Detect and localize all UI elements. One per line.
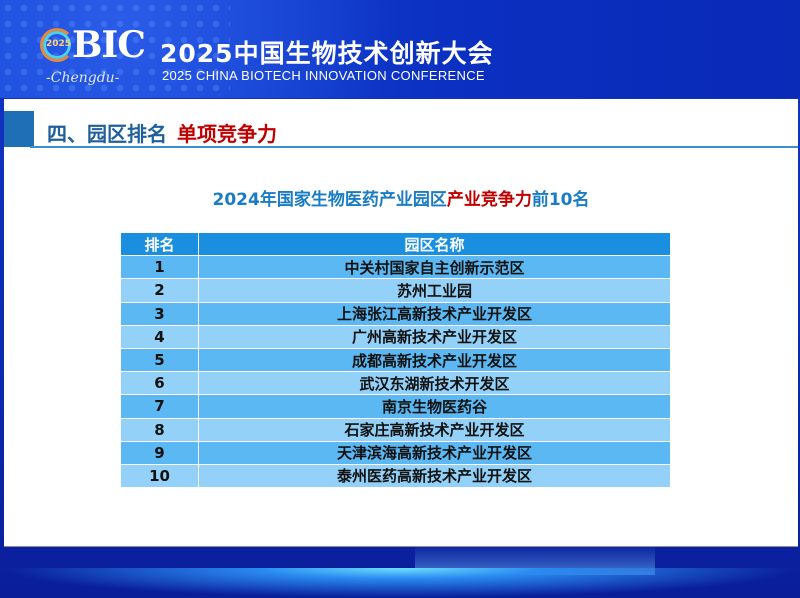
rank-cell: 3 [120,301,199,326]
table-row: 10 泰州医药高新技术产业开发区 [120,463,671,489]
park-name-cell: 石家庄高新技术产业开发区 [198,417,671,442]
conference-title-cn: 2025中国生物技术创新大会 [160,39,494,68]
ranking-table: 排名 园区名称 1 中关村国家自主创新示范区 2 苏州工业园 3 上海张江高新技术产业开发… [120,231,671,489]
park-name-cell: 泰州医药高新技术产业开发区 [198,463,671,489]
table-row: 6 武汉东湖新技术开发区 [120,371,671,396]
rank-cell: 6 [120,371,199,396]
section-subtitle: 单项竞争力 [177,122,277,146]
table-header-row: 排名 园区名称 [120,231,671,257]
park-name-cell: 中关村国家自主创新示范区 [198,255,671,280]
table-row: 1 中关村国家自主创新示范区 [120,255,671,280]
table-row: 7 南京生物医药谷 [120,394,671,419]
table-row: 5 成都高新技术产业开发区 [120,347,671,373]
table-row: 4 广州高新技术产业开发区 [120,324,671,349]
table-title: 2024年国家生物医药产业园区产业竞争力前10名 [4,185,798,210]
table-title-part3: 前10名 [531,190,590,210]
logo-year: 2025 [46,39,72,49]
section-divider [30,146,798,148]
table-row: 9 天津滨海高新技术产业开发区 [120,440,671,465]
park-name-cell: 武汉东湖新技术开发区 [198,371,671,396]
section-title: 四、园区排名 [47,122,167,146]
logo-city: -Chengdu- [46,70,120,86]
rank-cell: 10 [120,463,199,489]
table-title-part1: 2024年国家生物医药产业园区 [212,190,447,210]
rank-cell: 8 [120,417,199,442]
park-name-cell: 上海张江高新技术产业开发区 [198,301,671,326]
horizon-glow [0,568,800,598]
section-marker [4,111,34,147]
rank-cell: 7 [120,394,199,419]
logo-ring-icon [40,28,74,62]
section-heading: 四、园区排名 单项竞争力 [47,118,277,147]
table-row: 2 苏州工业园 [120,278,671,303]
rank-cell: 9 [120,440,199,465]
park-name-cell: 成都高新技术产业开发区 [198,347,671,373]
rank-cell: 5 [120,347,199,373]
slide-panel: 四、园区排名 单项竞争力 2024年国家生物医药产业园区产业竞争力前10名 排名 … [4,99,798,547]
rank-cell: 4 [120,324,199,349]
table-title-highlight: 产业竞争力 [446,190,532,210]
dot-pattern [0,0,230,98]
park-name-cell: 广州高新技术产业开发区 [198,324,671,349]
logo-mark: BIC [72,24,146,66]
rank-cell: 2 [120,278,199,303]
table-row: 3 上海张江高新技术产业开发区 [120,301,671,326]
park-name-cell: 天津滨海高新技术产业开发区 [198,440,671,465]
rank-cell: 1 [120,255,199,280]
park-name-cell: 苏州工业园 [198,278,671,303]
conference-title-en: 2025 CHINA BIOTECH INNOVATION CONFERENCE [162,68,485,83]
conference-header: 2025 BIC -Chengdu- 2025中国生物技术创新大会 2025 C… [0,0,800,98]
table-row: 8 石家庄高新技术产业开发区 [120,417,671,442]
column-header-rank: 排名 [120,231,199,257]
park-name-cell: 南京生物医药谷 [198,394,671,419]
column-header-name: 园区名称 [198,231,671,257]
